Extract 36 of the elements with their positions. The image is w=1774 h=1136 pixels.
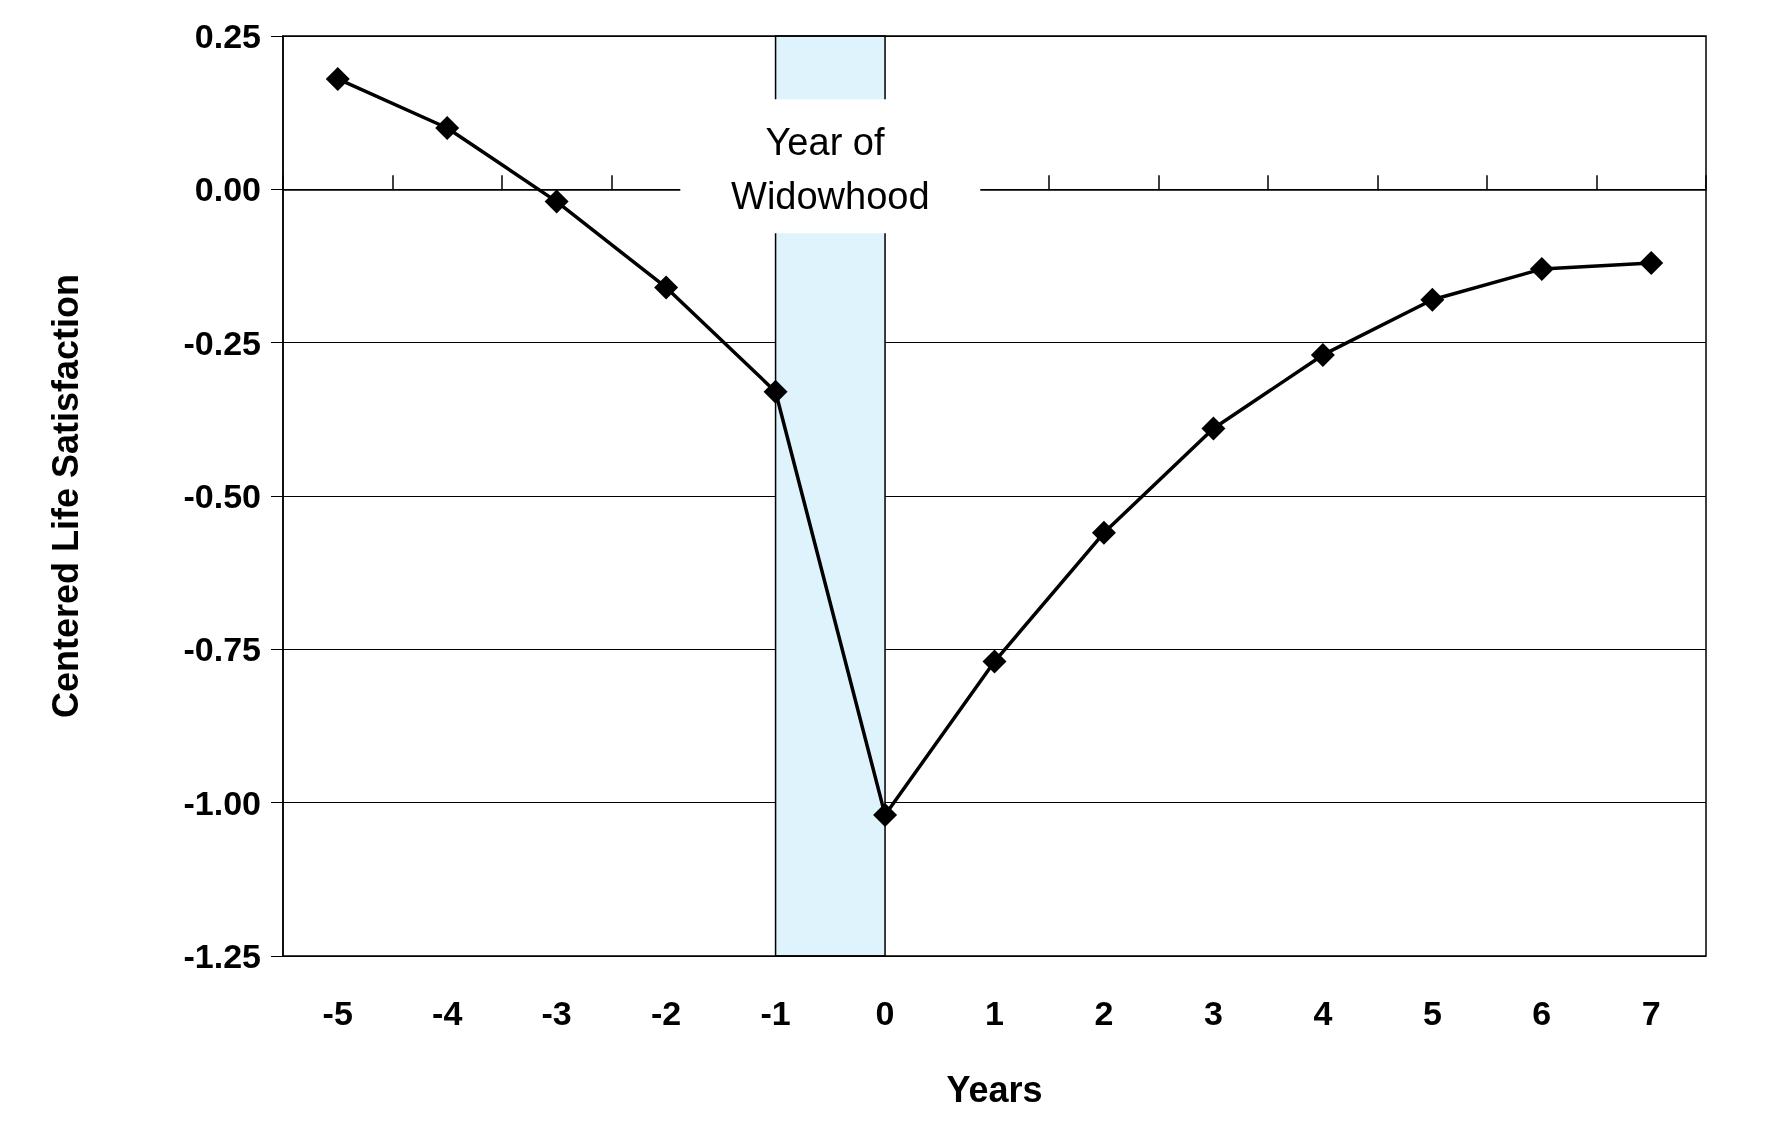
point [1639,250,1664,275]
point [873,802,898,827]
point [435,116,460,140]
point [654,275,679,300]
x-tick-label: 7 [1641,994,1661,1032]
y-axis-title: Centered Life Satisfaction [44,273,86,719]
x-tick-label: 3 [1203,994,1223,1032]
x-tick-label: -3 [541,994,572,1032]
x-tick-label: 6 [1532,994,1552,1032]
x-tick-label: -1 [760,994,791,1032]
x-axis-title: Years [946,1068,1043,1110]
x-tick-label: 0 [875,994,895,1032]
point [544,189,569,214]
y-tick-label: 0.00 [194,170,261,209]
y-tick-label: -0.75 [183,630,261,669]
point [982,649,1007,674]
x-tick-label: 1 [985,994,1004,1032]
y-tick-label: -0.50 [183,477,261,515]
x-tick-label: -5 [322,994,353,1032]
point [1091,520,1116,545]
point [1310,342,1335,367]
y-tick-label: -0.25 [183,323,261,362]
y-tick-label: 0.25 [194,17,261,55]
point [763,379,788,404]
point [325,66,350,91]
x-tick-label: -2 [651,994,682,1032]
point [1529,257,1554,282]
x-tick-label: 4 [1313,994,1333,1032]
band-label: Year of Widowhood [731,121,930,218]
point [1420,287,1445,312]
x-tick-label: 5 [1422,994,1442,1032]
x-tick-label: 2 [1094,994,1114,1032]
y-tick-label: -1.00 [183,783,261,822]
y-tick-label: -1.25 [183,937,261,975]
point [1201,416,1226,441]
x-tick-label: -4 [432,994,463,1032]
